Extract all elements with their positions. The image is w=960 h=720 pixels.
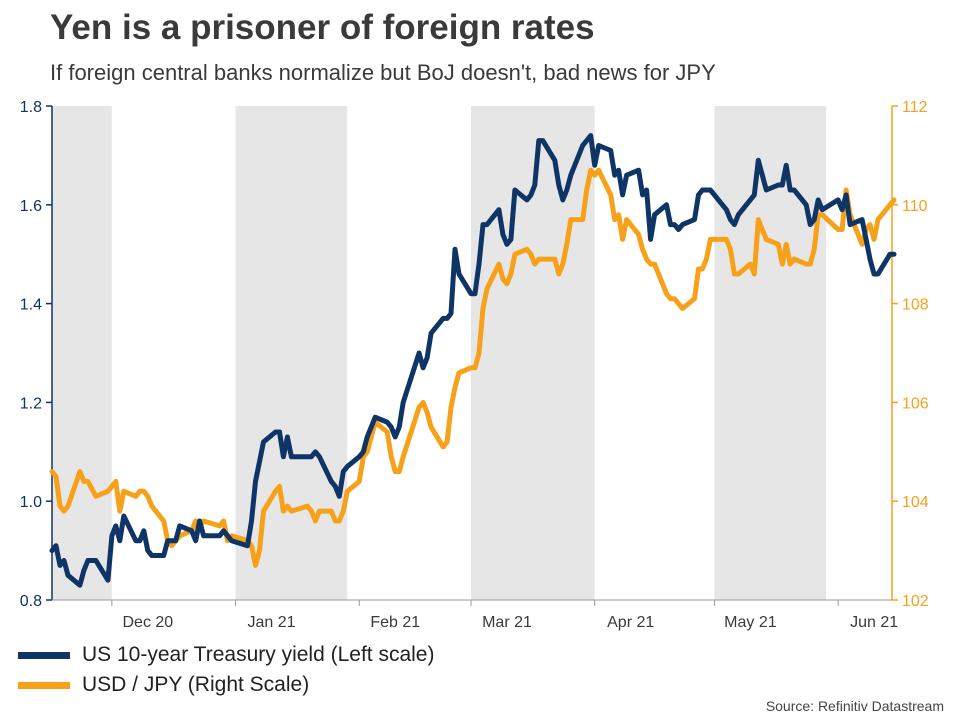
x-tick-label: May 21 (724, 614, 777, 631)
left-tick-label: 1.8 (20, 99, 42, 116)
left-tick-label: 1.6 (20, 198, 42, 215)
x-tick-label: Dec 20 (123, 614, 174, 631)
legend-item-usdjpy: USD / JPY (Right Scale) (18, 670, 434, 700)
legend-swatch-yield (18, 651, 70, 659)
source-note: Source: Refinitiv Datastream (765, 698, 944, 714)
x-tick-label: Jun 21 (850, 614, 898, 631)
right-tick-label: 102 (902, 593, 929, 610)
legend-label-yield: US 10-year Treasury yield (Left scale) (82, 643, 435, 666)
shaded-periods (52, 106, 827, 600)
right-tick-label: 110 (902, 198, 928, 215)
legend-label-usdjpy: USD / JPY (Right Scale) (82, 673, 310, 696)
left-tick-label: 1.2 (20, 395, 42, 412)
right-tick-label: 104 (902, 494, 929, 511)
page-title: Yen is a prisoner of foreign rates (50, 8, 595, 47)
right-tick-label: 108 (902, 297, 929, 314)
series-line-yield (49, 133, 897, 588)
x-tick-label: Mar 21 (482, 614, 532, 631)
shaded-band (52, 106, 112, 600)
right-tick-label: 106 (902, 395, 929, 412)
chart-axes: 0.8 1.0 1.2 1.4 1.6 1.8 102 104 106 108 110 112 Dec … (20, 99, 929, 631)
legend-swatch-usdjpy (18, 681, 70, 689)
chart-series (49, 133, 897, 588)
left-tick-label: 0.8 (20, 593, 42, 610)
left-tick-label: 1.0 (20, 494, 42, 511)
x-tick-label: Apr 21 (607, 614, 654, 631)
chart-legend: US 10-year Treasury yield (Left scale) U… (18, 640, 434, 700)
legend-item-yield: US 10-year Treasury yield (Left scale) (18, 640, 434, 670)
shaded-band (714, 106, 827, 600)
x-tick-label: Jan 21 (248, 614, 296, 631)
right-tick-label: 112 (902, 99, 928, 116)
left-tick-label: 1.4 (20, 297, 42, 314)
x-tick-label: Feb 21 (370, 614, 420, 631)
page-subtitle: If foreign central banks normalize but B… (50, 60, 716, 85)
